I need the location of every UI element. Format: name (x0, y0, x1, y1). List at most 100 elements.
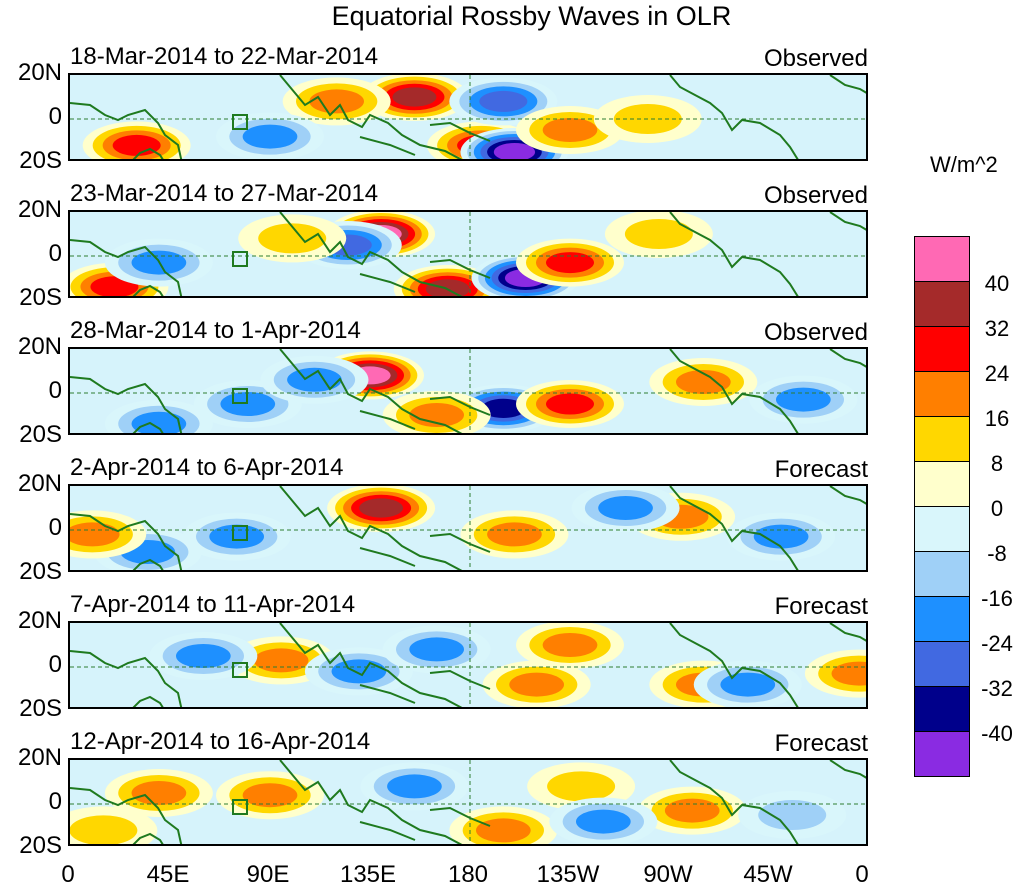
olr-map (68, 210, 868, 298)
colorbar-label: 16 (984, 406, 1010, 431)
olr-anomaly-contour (258, 223, 327, 254)
map-panel-2: 23-Mar-2014 to 27-Mar-2014 Observed (68, 180, 868, 298)
colorbar-cell (914, 686, 970, 732)
olr-anomaly-contour (831, 661, 866, 686)
coastline (829, 349, 866, 368)
panel-date-range: 23-Mar-2014 to 27-Mar-2014 (70, 180, 379, 207)
olr-anomaly-contour (753, 524, 809, 549)
lon-label: 135W (536, 861, 600, 888)
olr-anomaly-contour (720, 672, 776, 697)
coastline (70, 376, 183, 433)
olr-anomaly-contour (542, 633, 598, 657)
lat-label: 20N (17, 607, 62, 634)
olr-anomaly-contour (70, 815, 138, 844)
map-panel-3: 28-Mar-2014 to 1-Apr-2014 Observed (68, 317, 868, 435)
coastline (429, 258, 491, 279)
coastline (70, 102, 183, 159)
coastline (669, 760, 799, 844)
index-region-box (232, 114, 248, 130)
olr-anomaly-contour (242, 783, 298, 808)
colorbar-label: 0 (990, 496, 1004, 521)
olr-anomaly-contour (425, 279, 470, 296)
olr-anomaly-contour (476, 818, 531, 843)
panel-status: Forecast (774, 730, 868, 757)
olr-anomaly-contour (481, 398, 526, 418)
lat-label: 0 (48, 240, 62, 267)
colorbar-label: 24 (984, 361, 1010, 386)
colorbar-cell (914, 641, 970, 687)
olr-anomaly-contour (576, 809, 631, 834)
olr-anomaly-contour (242, 124, 298, 149)
lon-label: 45W (743, 861, 793, 888)
olr-map (68, 73, 868, 161)
coastline (669, 623, 799, 707)
coastline (429, 395, 491, 416)
map-panel-5: 7-Apr-2014 to 11-Apr-2014 Forecast (68, 591, 868, 709)
lat-label: 20N (17, 59, 62, 86)
olr-anomaly-contour (287, 367, 342, 392)
panel-status: Forecast (774, 456, 868, 483)
map-panel-6: 12-Apr-2014 to 16-Apr-2014 Forecast (68, 728, 868, 846)
colorbar-label: -40 (981, 721, 1013, 746)
olr-anomaly-contour (209, 524, 264, 549)
lat-label: 20S (19, 695, 62, 722)
coastline (829, 760, 866, 779)
coastline (829, 623, 866, 642)
lon-label: 0 (855, 861, 869, 888)
olr-anomaly-contour (487, 522, 542, 547)
olr-map (68, 758, 868, 846)
olr-anomaly-contour (479, 90, 528, 112)
coastline (70, 239, 183, 296)
colorbar-cell (914, 281, 970, 327)
coastline (669, 212, 799, 296)
lat-label: 0 (48, 651, 62, 678)
colorbar-cell (914, 326, 970, 372)
coastline (132, 558, 164, 570)
lat-label: 20S (19, 421, 62, 448)
olr-anomaly-contour (409, 403, 464, 427)
olr-anomaly-contour (392, 87, 437, 107)
olr-anomaly-contour (546, 252, 594, 274)
coastline (829, 75, 866, 94)
lat-label: 0 (48, 377, 62, 404)
index-region-box (232, 799, 248, 815)
olr-anomaly-contour (624, 219, 693, 249)
lon-label: 90E (246, 861, 290, 888)
colorbar-cell (914, 731, 970, 777)
olr-anomaly-contour (387, 774, 442, 799)
coastline (132, 421, 164, 433)
map-panel-4: 2-Apr-2014 to 6-Apr-2014 Forecast (68, 454, 868, 572)
olr-anomaly-contour (359, 498, 404, 518)
colorbar-label: 8 (990, 451, 1004, 476)
panel-date-range: 12-Apr-2014 to 16-Apr-2014 (70, 728, 371, 755)
coastline (429, 669, 491, 690)
olr-anomaly-contour (331, 659, 387, 684)
panel-status: Observed (763, 45, 868, 72)
chart-title: Equatorial Rossby Waves in OLR (331, 1, 732, 31)
lat-label: 0 (48, 103, 62, 130)
lat-label: 20S (19, 832, 62, 859)
index-region-box (232, 251, 248, 267)
panel-status: Observed (763, 182, 868, 209)
olr-anomaly-contour (131, 411, 187, 433)
colorbar-label: -32 (981, 676, 1013, 701)
olr-map (68, 484, 868, 572)
colorbar-cell (914, 416, 970, 462)
lat-label: 20N (17, 744, 62, 771)
colorbar-cell (914, 506, 970, 552)
colorbar-cell (914, 596, 970, 642)
coastline (669, 486, 799, 570)
colorbar (914, 236, 970, 777)
lon-label: 0 (61, 861, 75, 888)
panel-date-range: 2-Apr-2014 to 6-Apr-2014 (70, 454, 344, 481)
colorbar-label: 40 (984, 271, 1010, 296)
olr-anomaly-contour (176, 644, 231, 668)
lon-label: 135E (339, 861, 397, 888)
index-region-box (232, 525, 248, 541)
colorbar-label: -8 (987, 541, 1007, 566)
olr-anomaly-contour (509, 672, 564, 697)
coastline (279, 760, 463, 844)
colorbar-label: -16 (981, 586, 1013, 611)
coastline (279, 486, 463, 570)
coastline (132, 695, 164, 707)
